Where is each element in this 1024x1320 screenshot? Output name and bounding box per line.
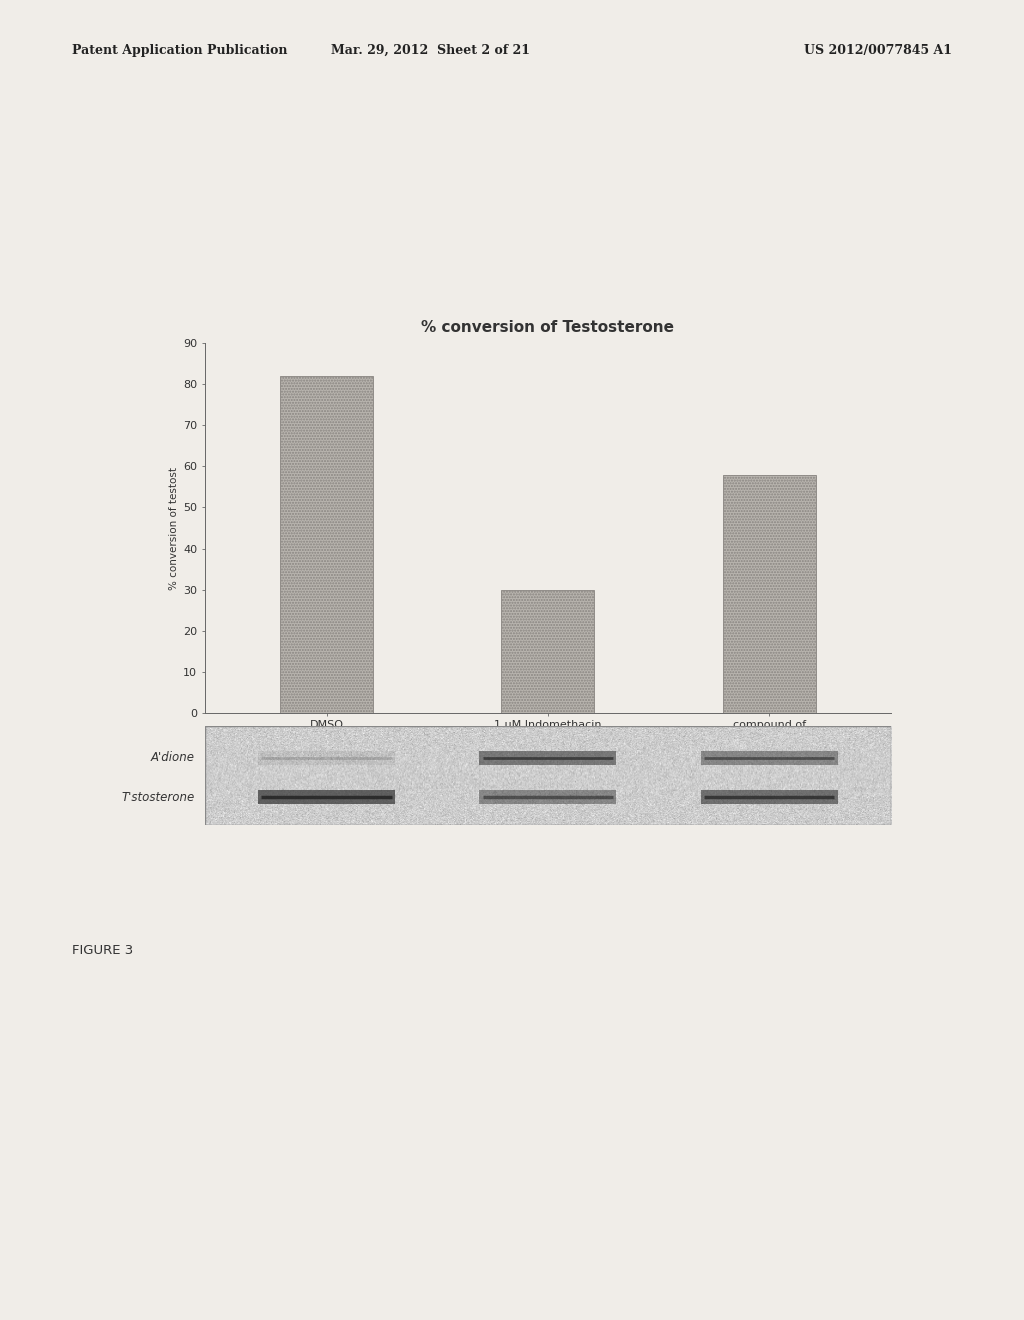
Bar bbox=[258, 791, 395, 804]
Bar bbox=[700, 751, 838, 764]
Text: Patent Application Publication: Patent Application Publication bbox=[72, 44, 287, 57]
Text: Mar. 29, 2012  Sheet 2 of 21: Mar. 29, 2012 Sheet 2 of 21 bbox=[331, 44, 529, 57]
Text: FIGURE 3: FIGURE 3 bbox=[72, 944, 133, 957]
Bar bbox=[258, 751, 395, 764]
Bar bbox=[723, 475, 816, 713]
Text: T'stosterone: T'stosterone bbox=[121, 791, 195, 804]
Bar bbox=[479, 751, 616, 764]
Bar bbox=[502, 590, 594, 713]
Title: % conversion of Testosterone: % conversion of Testosterone bbox=[421, 319, 675, 335]
Bar bbox=[700, 791, 838, 804]
Text: A'dione: A'dione bbox=[151, 751, 195, 764]
Bar bbox=[479, 791, 616, 804]
Bar bbox=[280, 376, 373, 713]
Y-axis label: % conversion of testost: % conversion of testost bbox=[169, 466, 179, 590]
Text: US 2012/0077845 A1: US 2012/0077845 A1 bbox=[804, 44, 952, 57]
